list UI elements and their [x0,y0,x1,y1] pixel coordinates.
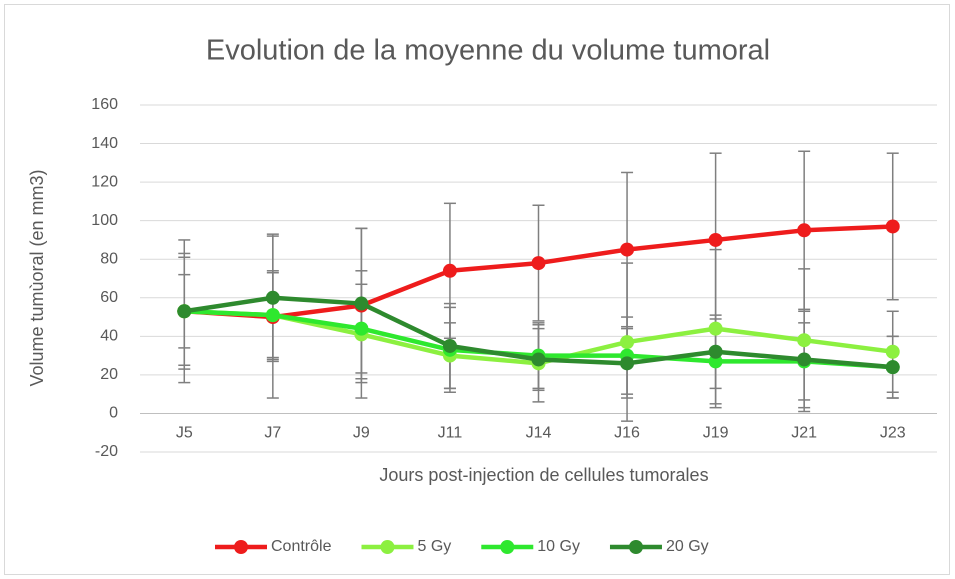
series-marker [885,344,900,359]
series-marker [708,232,723,247]
y-tick-label: 100 [91,212,118,229]
x-tick-label: J9 [353,425,370,442]
y-tick-label: 60 [100,289,118,306]
x-tick-label: J21 [791,425,817,442]
series-marker [797,223,812,238]
legend-label: Contrôle [271,538,332,555]
legend-label: 20 Gy [666,538,709,555]
y-tick-label: 0 [109,405,118,422]
y-tick-label: -20 [95,443,118,460]
series-marker [177,304,192,319]
series-marker [442,338,457,353]
x-tick-label: J16 [614,425,640,442]
x-tick-label: J14 [526,425,552,442]
x-axis-label: Jours post-injection de cellules tumoral… [379,465,708,485]
series-marker [708,321,723,336]
series-marker [885,219,900,234]
series-marker [620,242,635,257]
legend-marker [628,540,643,554]
x-tick-label: J5 [176,425,193,442]
x-tick-label: J19 [703,425,729,442]
series-marker [708,354,723,369]
legend-marker [500,540,515,554]
y-tick-label: 20 [100,366,118,383]
series-marker [531,256,546,271]
series-marker [885,360,900,375]
series-marker [442,263,457,278]
x-tick-label: J7 [264,425,281,442]
y-axis-label: Volume tumùoral (en mm3) [27,169,47,386]
legend-label: 5 Gy [417,538,451,555]
legend-label: 10 Gy [537,538,580,555]
series-marker [620,356,635,371]
legend-marker [380,540,395,554]
x-tick-label: J11 [438,425,463,442]
series-marker [265,290,280,305]
series-marker [797,352,812,367]
series-marker [354,321,369,336]
series-marker [620,335,635,350]
series-marker [354,296,369,311]
y-tick-label: 80 [100,250,118,267]
chart-frame [4,4,950,575]
chart-title: Evolution de la moyenne du volume tumora… [206,35,770,67]
legend-marker [234,540,248,554]
series-marker [797,333,812,348]
series-marker [531,352,546,367]
y-tick-label: 120 [91,173,118,190]
y-tick-label: 160 [91,96,118,113]
y-tick-label: 140 [91,135,118,152]
y-tick-label: 40 [100,328,118,345]
series-marker [265,308,280,323]
x-tick-label: J23 [880,425,906,442]
series-marker [708,344,723,359]
